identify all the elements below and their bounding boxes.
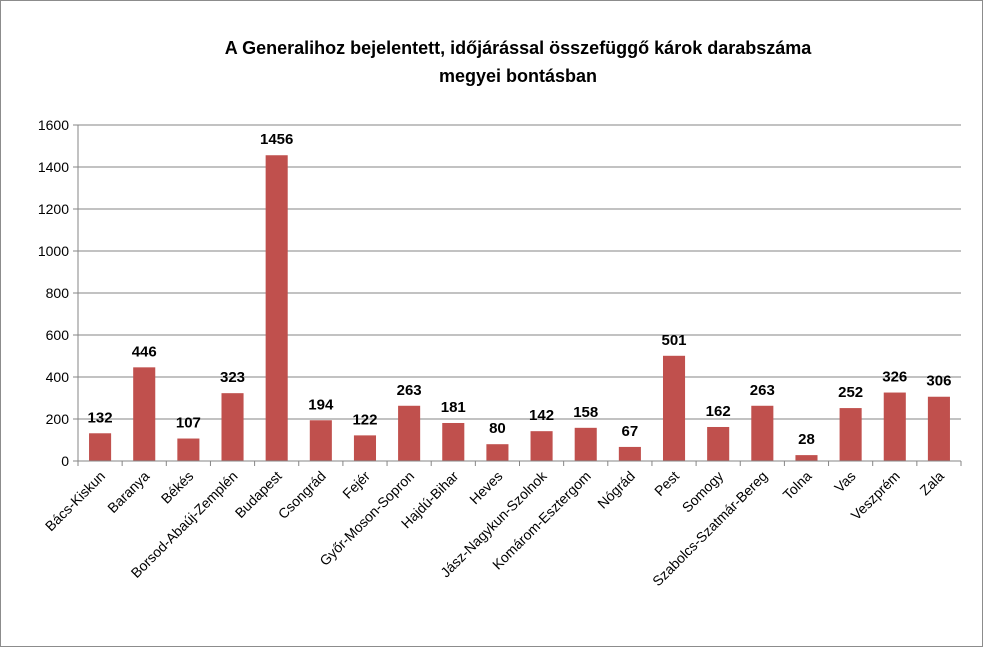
x-tick-label: Nógrád (594, 468, 638, 512)
bar (221, 393, 244, 461)
gridlines (78, 124, 961, 420)
x-tick-label: Veszprém (848, 468, 903, 523)
bar (839, 408, 862, 461)
y-tick-label: 1600 (38, 117, 69, 133)
data-label: 194 (308, 396, 334, 413)
y-tick-label: 1400 (38, 159, 69, 175)
bar (530, 431, 553, 461)
bar (707, 426, 730, 461)
y-tick-label: 0 (61, 453, 69, 469)
y-tick-label: 200 (46, 411, 70, 427)
y-tick-label: 600 (46, 327, 70, 343)
data-label: 1456 (260, 131, 293, 148)
y-tick-label: 1000 (38, 243, 69, 259)
data-label: 252 (838, 384, 863, 401)
bar (177, 438, 200, 461)
chart-title-line-2: megyei bontásban (439, 66, 597, 86)
bar (486, 444, 509, 461)
bar (662, 355, 686, 461)
chart-title-line-1: A Generalihoz bejelentett, időjárással ö… (225, 38, 813, 58)
data-label: 67 (622, 423, 639, 440)
x-tick-label: Heves (466, 468, 505, 507)
data-label: 80 (489, 420, 506, 437)
bar (618, 446, 641, 461)
data-label: 158 (573, 404, 598, 421)
data-label: 263 (397, 382, 422, 399)
bar (927, 396, 950, 461)
x-tick-label: Fejér (339, 468, 373, 502)
x-tick-label: Baranya (104, 468, 152, 516)
data-label: 501 (662, 332, 687, 349)
data-label: 323 (220, 369, 245, 386)
x-tick-label: Békés (158, 468, 197, 507)
x-tick-label: Zala (916, 468, 947, 499)
y-tick-label: 400 (46, 369, 70, 385)
bar (751, 405, 774, 461)
bar (883, 392, 906, 461)
data-label: 162 (706, 403, 731, 420)
bar (442, 422, 465, 461)
data-label: 263 (750, 382, 775, 399)
x-tick-label: Tolna (780, 468, 815, 503)
y-tick-label: 800 (46, 285, 70, 301)
bar (398, 405, 421, 461)
data-label: 142 (529, 407, 554, 424)
data-label: 306 (926, 373, 951, 390)
bar (265, 155, 288, 462)
bar (89, 433, 112, 461)
data-label: 446 (132, 343, 157, 360)
data-label: 122 (352, 411, 377, 428)
x-tick-label: Vas (831, 468, 859, 496)
bars: 132 446 107 323 1456 194 122 263 181 80 142 158 67 50… (88, 131, 951, 462)
data-label: 326 (882, 369, 907, 386)
bar (574, 427, 597, 461)
x-tick-label: Csongrád (275, 468, 329, 522)
data-label: 28 (798, 431, 815, 448)
x-tick-label: Bács-Kiskun (42, 468, 108, 534)
y-tick-label: 1200 (38, 201, 69, 217)
bar (353, 435, 377, 461)
y-axis: 0 200 400 600 800 1000 1200 1400 1600 (38, 117, 79, 469)
data-label: 107 (176, 415, 201, 432)
x-tick-label: Pest (651, 468, 682, 499)
data-label: 181 (441, 399, 466, 416)
bar (309, 420, 332, 461)
bar (795, 455, 818, 461)
data-label: 132 (88, 409, 113, 426)
bar (133, 367, 156, 461)
